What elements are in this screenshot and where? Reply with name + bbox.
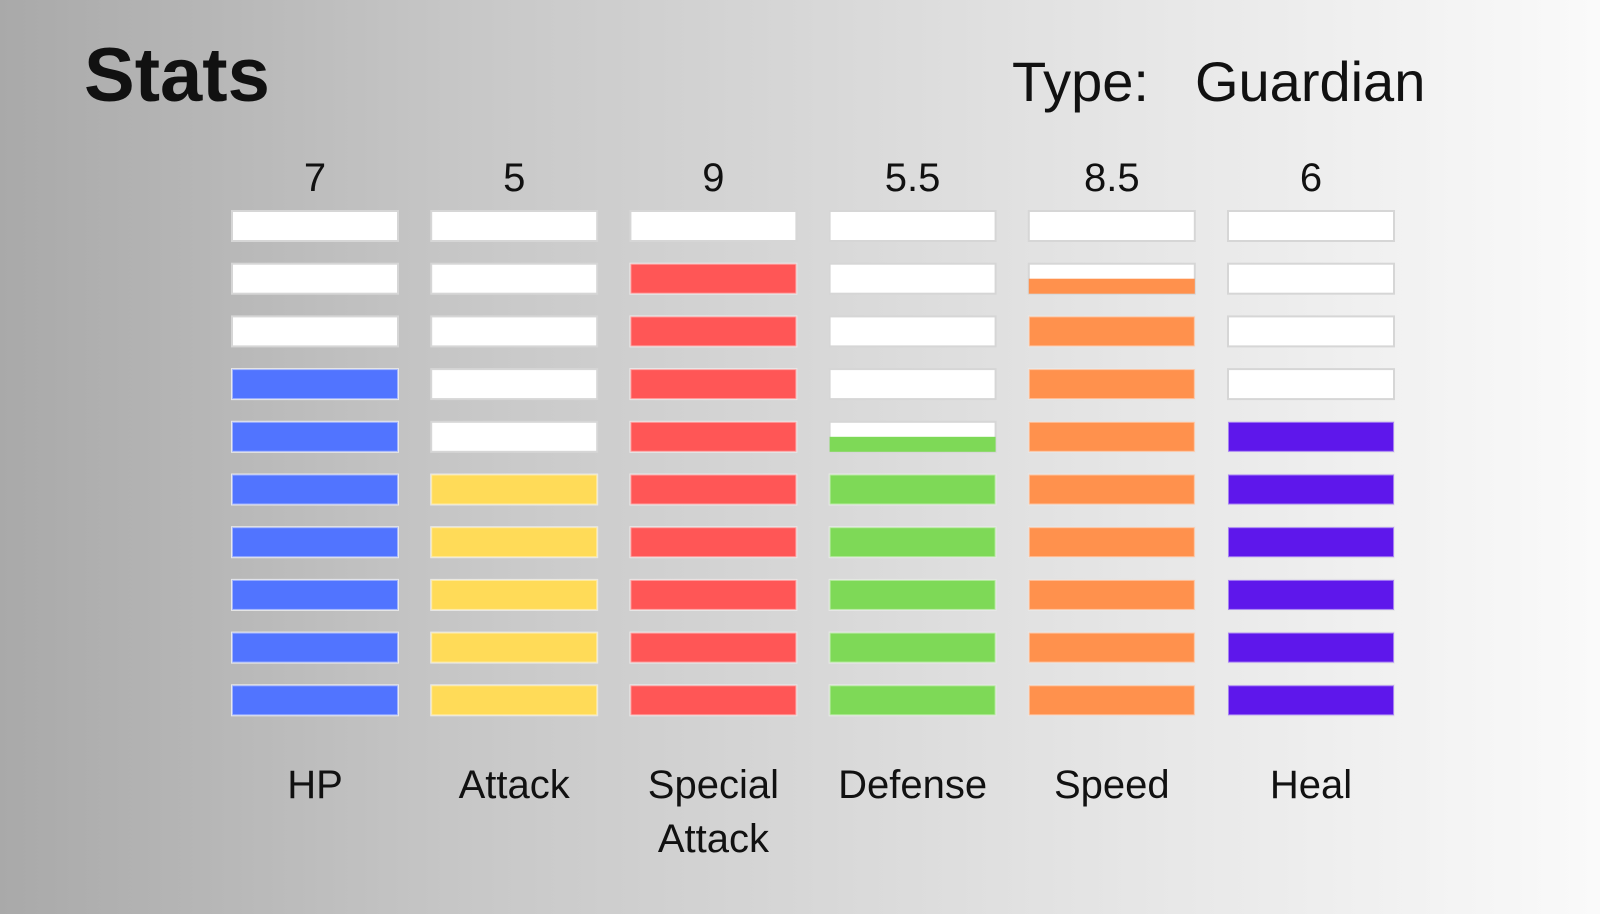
stat-segment-fill xyxy=(231,631,399,664)
stat-category-label: Special Attack xyxy=(603,758,823,866)
stat-category-label: Attack xyxy=(404,758,624,812)
stat-category-label: Defense xyxy=(803,758,1023,812)
stat-value-label: 7 xyxy=(304,156,326,200)
stat-segment-fill xyxy=(1027,526,1196,559)
stat-segment-fill xyxy=(430,578,599,611)
stat-segment-fill xyxy=(1227,631,1395,664)
stat-segment-fill xyxy=(1227,526,1395,559)
stat-segment-fill xyxy=(1227,473,1395,506)
stat-category-label-line: Attack xyxy=(657,817,769,861)
stat-category-label: Speed xyxy=(1002,758,1222,812)
stat-segment-empty xyxy=(231,262,399,295)
stat-segment-fill xyxy=(231,684,399,717)
stat-segment-empty xyxy=(828,368,997,401)
stat-segment-fill xyxy=(231,368,399,401)
stat-segment-fill xyxy=(231,473,399,506)
stat-segment-fill xyxy=(1027,578,1196,611)
stat-segment-fill xyxy=(1227,420,1395,453)
stat-segment-empty xyxy=(828,262,997,295)
stat-value-label: 5.5 xyxy=(885,156,941,200)
stat-segment-fill xyxy=(430,526,599,559)
stat-value-label: 6 xyxy=(1300,156,1322,200)
stat-segment-empty xyxy=(1027,210,1196,242)
stat-category-label: Heal xyxy=(1201,758,1421,812)
type-label: Type: xyxy=(1012,50,1149,113)
stat-segment-fill xyxy=(828,684,997,717)
stat-category-label-line: Defense xyxy=(838,763,988,807)
stat-segment-fill xyxy=(828,473,997,506)
stat-segment-empty xyxy=(629,210,798,242)
stat-column: 5.5 xyxy=(828,156,997,717)
stat-segment-fill xyxy=(629,315,798,348)
stat-segment-fill xyxy=(1027,684,1196,717)
stat-segment-empty xyxy=(430,210,599,242)
stat-category-label-line: HP xyxy=(287,763,343,807)
stat-segment-fill xyxy=(231,526,399,559)
stat-segment-fill xyxy=(430,684,599,717)
type-value: Guardian xyxy=(1194,50,1426,113)
stat-segment-empty xyxy=(430,420,599,453)
stat-segment-fill xyxy=(1028,278,1195,294)
stat-segment-fill xyxy=(629,420,798,453)
stat-segment-empty xyxy=(1227,315,1395,348)
stat-segment-fill xyxy=(1027,368,1196,401)
stat-segment-fill xyxy=(1227,578,1395,611)
stat-segment-fill xyxy=(828,526,997,559)
stat-column: 5 xyxy=(430,156,599,717)
stat-column: 9 xyxy=(629,156,798,717)
stat-category-label-line: Attack xyxy=(458,763,570,807)
stat-column: 7 xyxy=(231,156,399,717)
page-title: Stats xyxy=(84,33,270,118)
stat-category-label-line: Speed xyxy=(1053,763,1170,807)
stat-segment-fill xyxy=(629,368,798,401)
stat-segment-empty xyxy=(828,210,997,242)
stat-segment-fill xyxy=(629,526,798,559)
stat-segment-fill xyxy=(629,262,798,295)
stat-segment-fill xyxy=(1227,684,1395,717)
stat-segment-fill xyxy=(829,436,996,452)
stat-segment-empty xyxy=(430,262,599,295)
stat-segment-fill xyxy=(430,631,599,664)
stat-value-label: 9 xyxy=(702,156,724,200)
stat-segment-empty xyxy=(1227,210,1395,242)
stat-segment-empty xyxy=(430,368,599,401)
stat-segment-fill xyxy=(1027,420,1196,453)
stat-segment-fill xyxy=(430,473,599,506)
stat-segment-fill xyxy=(629,684,798,717)
stat-segment-fill xyxy=(828,631,997,664)
stat-segment-fill xyxy=(1027,315,1196,348)
stat-value-label: 8.5 xyxy=(1084,156,1140,200)
stat-segment-empty xyxy=(1227,368,1395,401)
stat-column: 6 xyxy=(1227,156,1395,717)
stat-segment-fill xyxy=(1027,473,1196,506)
stat-segment-fill xyxy=(1027,631,1196,664)
stat-column: 8.5 xyxy=(1027,156,1196,717)
stat-segment-fill xyxy=(629,473,798,506)
stat-category-label-line: Heal xyxy=(1269,763,1353,807)
stat-segment-fill xyxy=(231,420,399,453)
stat-segment-empty xyxy=(1227,262,1395,295)
stat-category-label-line: Special xyxy=(647,763,779,807)
stat-category-label: HP xyxy=(205,758,425,812)
stat-value-label: 5 xyxy=(503,156,525,200)
stat-segment-empty xyxy=(430,315,599,348)
stat-segment-empty xyxy=(231,315,399,348)
type-row: Type: Guardian xyxy=(1012,54,1425,110)
stat-segment-empty xyxy=(231,210,399,242)
stat-segment-fill xyxy=(629,631,798,664)
stat-segment-fill xyxy=(629,578,798,611)
stat-segment-empty xyxy=(828,315,997,348)
stat-segment-fill xyxy=(231,578,399,611)
stat-segment-fill xyxy=(828,578,997,611)
